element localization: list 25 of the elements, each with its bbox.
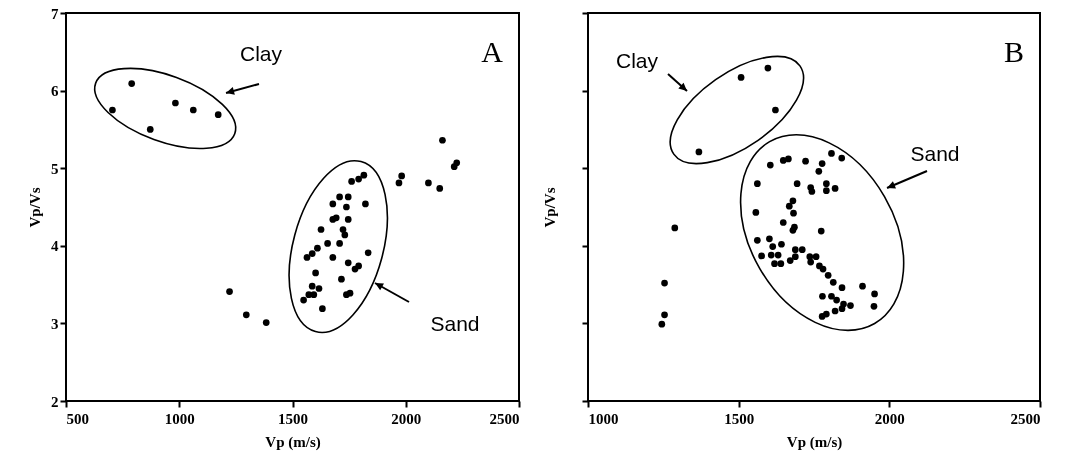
y-axis-title: Vp/Vs [541,187,558,228]
x-tick-label: 1500 [724,410,755,427]
annotation: Sand [910,142,960,165]
y-tick-label: 5 [51,160,59,177]
annotation: B [1003,35,1024,68]
x-tick-label: 500 [66,410,89,427]
x-tick-label: 2000 [391,410,422,427]
x-axis-title: Vp (m/s) [786,433,843,451]
annotation: Sand [430,312,480,335]
y-tick-label: 7 [51,5,59,22]
x-tick-label: 1000 [164,410,195,427]
y-tick-label: 3 [51,315,59,332]
annotation: A [481,35,504,68]
annotation: Clay [239,42,283,65]
y-tick-label: 4 [51,238,59,255]
x-tick-label: 1500 [278,410,308,427]
x-tick-label: 2500 [489,410,520,427]
x-axis-title: Vp (m/s) [265,433,321,451]
x-tick-label: 2000 [874,410,905,427]
y-axis-title: Vp/Vs [27,187,43,228]
x-tick-label: 1000 [588,410,619,427]
y-tick-label: 6 [51,83,59,100]
y-tick-label: 2 [51,393,59,410]
annotation: Clay [615,49,659,72]
x-tick-label: 2500 [1010,410,1041,427]
